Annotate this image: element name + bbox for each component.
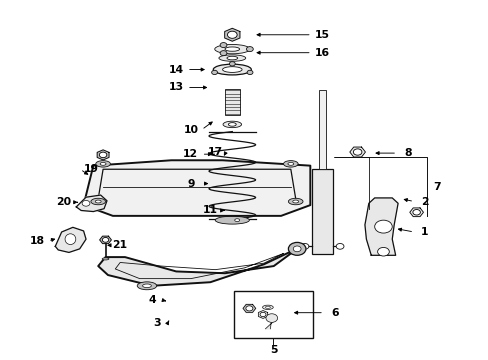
- Polygon shape: [55, 227, 86, 252]
- Text: 2: 2: [420, 197, 428, 207]
- Text: 14: 14: [168, 64, 183, 75]
- Ellipse shape: [213, 64, 251, 75]
- Ellipse shape: [214, 44, 249, 54]
- Polygon shape: [409, 208, 423, 217]
- Ellipse shape: [265, 306, 270, 309]
- Ellipse shape: [222, 67, 242, 72]
- Text: 11: 11: [203, 206, 218, 216]
- Circle shape: [220, 42, 226, 48]
- Circle shape: [377, 247, 388, 256]
- Text: 6: 6: [330, 308, 338, 318]
- Polygon shape: [97, 150, 109, 160]
- Circle shape: [412, 210, 420, 215]
- Circle shape: [245, 306, 252, 311]
- Polygon shape: [364, 198, 397, 255]
- Text: 10: 10: [183, 125, 198, 135]
- Circle shape: [227, 31, 237, 38]
- Ellipse shape: [283, 161, 298, 167]
- Ellipse shape: [142, 284, 151, 288]
- Ellipse shape: [288, 198, 303, 205]
- Circle shape: [220, 51, 226, 56]
- Text: 20: 20: [57, 197, 72, 207]
- Text: 12: 12: [183, 149, 198, 159]
- Ellipse shape: [228, 123, 236, 126]
- Circle shape: [211, 70, 217, 75]
- Ellipse shape: [91, 198, 105, 205]
- Text: 7: 7: [432, 182, 440, 192]
- Circle shape: [99, 152, 107, 158]
- Ellipse shape: [65, 234, 76, 244]
- Text: 4: 4: [148, 295, 155, 305]
- Polygon shape: [83, 160, 310, 216]
- Circle shape: [265, 314, 277, 322]
- Bar: [233, 291, 312, 338]
- Text: 8: 8: [403, 148, 411, 158]
- Circle shape: [260, 312, 265, 317]
- Circle shape: [335, 243, 343, 249]
- Polygon shape: [349, 147, 365, 157]
- Circle shape: [246, 46, 253, 51]
- Bar: [311, 169, 332, 253]
- Polygon shape: [258, 311, 267, 319]
- Text: 17: 17: [207, 147, 223, 157]
- Polygon shape: [265, 318, 275, 329]
- Text: 9: 9: [187, 179, 194, 189]
- Bar: [318, 90, 326, 169]
- Ellipse shape: [234, 219, 239, 222]
- Circle shape: [374, 220, 391, 233]
- Circle shape: [102, 238, 108, 242]
- Ellipse shape: [219, 55, 245, 61]
- Ellipse shape: [224, 47, 239, 51]
- Circle shape: [293, 246, 301, 252]
- Text: 21: 21: [112, 240, 127, 250]
- Ellipse shape: [215, 216, 249, 224]
- Text: 1: 1: [420, 227, 428, 237]
- Text: 18: 18: [30, 236, 45, 246]
- Ellipse shape: [226, 56, 237, 60]
- Polygon shape: [98, 248, 298, 286]
- Polygon shape: [243, 304, 255, 312]
- Text: 16: 16: [314, 48, 329, 58]
- Ellipse shape: [262, 305, 273, 310]
- Polygon shape: [100, 236, 111, 244]
- Circle shape: [246, 70, 252, 75]
- Polygon shape: [76, 195, 107, 212]
- Text: 19: 19: [83, 164, 98, 174]
- Polygon shape: [224, 28, 240, 41]
- Ellipse shape: [96, 161, 110, 167]
- Ellipse shape: [100, 162, 106, 165]
- Bar: [224, 89, 240, 116]
- Ellipse shape: [287, 162, 293, 165]
- Circle shape: [301, 243, 308, 249]
- Ellipse shape: [292, 200, 298, 203]
- Ellipse shape: [223, 121, 241, 128]
- Text: 5: 5: [269, 345, 277, 355]
- Text: 15: 15: [314, 30, 329, 40]
- Ellipse shape: [102, 258, 109, 260]
- Ellipse shape: [137, 282, 157, 290]
- Circle shape: [288, 242, 305, 255]
- Circle shape: [229, 62, 235, 66]
- Circle shape: [82, 201, 90, 206]
- Ellipse shape: [95, 200, 101, 203]
- Text: 13: 13: [168, 82, 183, 93]
- Circle shape: [353, 149, 361, 155]
- Text: 3: 3: [153, 319, 160, 328]
